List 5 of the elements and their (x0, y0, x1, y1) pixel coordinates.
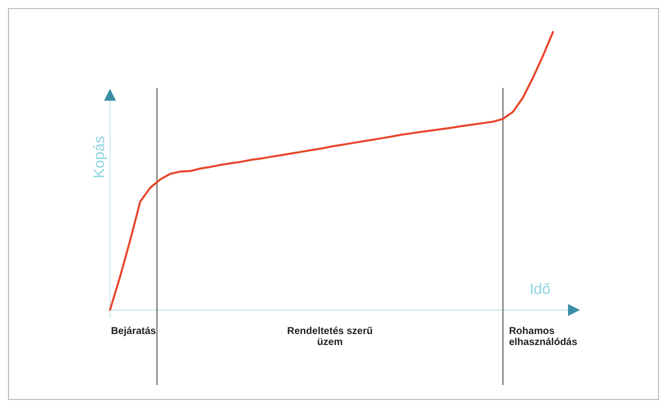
y-axis-title: Kopás (91, 136, 108, 178)
text: Bejáratás (110, 326, 156, 337)
x-axis-title: Idő (530, 281, 550, 298)
text: Rohamos elhasználódás (508, 326, 578, 348)
text: Rendeltetés szerű üzem (287, 326, 373, 348)
